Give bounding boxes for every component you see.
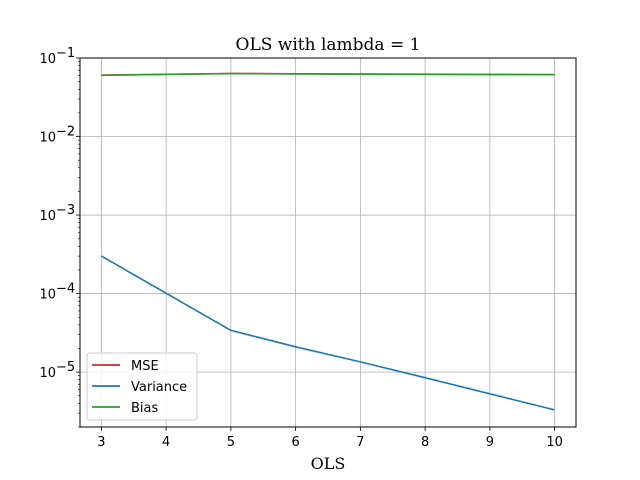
y-tick-base: 10: [39, 52, 56, 67]
y-tick-label: 10: [39, 131, 56, 146]
y-tick-label: 10: [39, 209, 56, 224]
series-layer: [101, 72, 555, 411]
y-axis: 10−510−410−310−210−1: [39, 46, 80, 428]
y-tick-label: 10: [39, 366, 56, 381]
x-tick-label: 8: [421, 435, 429, 450]
x-axis-label: OLS: [311, 454, 346, 473]
plot-frame: [79, 57, 577, 428]
x-tick-label: 4: [162, 435, 170, 450]
series-line-bias: [101, 72, 555, 77]
legend: MSE Variance Bias: [86, 352, 198, 421]
y-tick-exponent: −4: [56, 282, 75, 297]
legend-box: [86, 352, 198, 421]
x-axis: 3 4 5 6 7 8 9 10: [97, 427, 563, 450]
y-tick-exponent: −2: [56, 125, 75, 140]
legend-label-bias: Bias: [131, 401, 158, 416]
chart-title: OLS with lambda = 1: [236, 35, 421, 55]
y-tick-exponent: −3: [56, 203, 75, 218]
x-tick-label: 6: [291, 435, 299, 450]
x-tick-label: 7: [356, 435, 364, 450]
legend-label-mse: MSE: [131, 359, 159, 374]
y-tick-label: 10: [39, 288, 56, 303]
y-tick-base: 10: [39, 288, 56, 303]
y-tick-label: 10: [39, 52, 56, 67]
x-tick-label: 10: [546, 435, 563, 450]
y-tick-base: 10: [39, 209, 56, 224]
x-tick-label: 3: [97, 435, 105, 450]
x-tick-label: 5: [227, 435, 235, 450]
y-tick-base: 10: [39, 131, 56, 146]
y-tick-exponent: −1: [56, 46, 75, 61]
y-tick-exponent: −5: [56, 360, 75, 375]
y-tick-base: 10: [39, 366, 56, 381]
x-tick-label: 9: [486, 435, 494, 450]
legend-label-variance: Variance: [131, 380, 187, 395]
series-line-variance: [101, 255, 555, 411]
